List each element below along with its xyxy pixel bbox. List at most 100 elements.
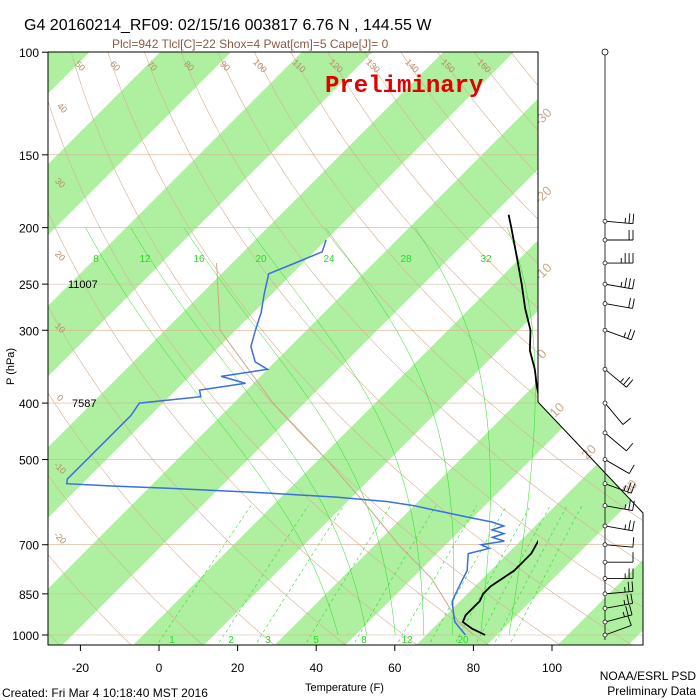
wind-barb-flag bbox=[627, 581, 630, 592]
mixing-ratio-line bbox=[474, 505, 551, 645]
wind-barb-point bbox=[602, 619, 608, 625]
wind-barb-flag bbox=[632, 520, 635, 531]
wind-barb-flag bbox=[628, 297, 631, 308]
x-tick-label: 80 bbox=[467, 661, 481, 675]
mixing-ratio-label-bottom: 1 bbox=[169, 635, 175, 646]
wind-barb-flag bbox=[626, 379, 634, 388]
wind-barb-point bbox=[602, 591, 608, 597]
wind-barb-flag bbox=[624, 504, 627, 510]
moist-adiabat-line bbox=[85, 227, 339, 636]
wind-barb-point bbox=[602, 260, 608, 266]
y-tick-label: 500 bbox=[19, 454, 39, 468]
wind-barb-flag bbox=[622, 611, 625, 617]
wind-barb-point bbox=[602, 632, 608, 638]
wind-barb-staff bbox=[604, 459, 630, 474]
dry-adiabat-line bbox=[583, 52, 643, 645]
y-axis-label: P (hPa) bbox=[5, 348, 17, 385]
dry-adiabat-line bbox=[70, 52, 565, 645]
dry-adiabat-label: 20 bbox=[53, 249, 67, 263]
x-axis-label: Temperature (F) bbox=[305, 682, 384, 694]
footer-preliminary: Preliminary Data bbox=[607, 684, 696, 698]
wind-barb-point bbox=[602, 559, 608, 565]
mixing-ratio-line bbox=[452, 505, 531, 645]
mixing-ratio-line bbox=[492, 505, 568, 645]
wind-barb-point bbox=[602, 237, 608, 243]
dry-adiabat-label: 40 bbox=[55, 101, 69, 115]
mixing-ratio-label-top: 16 bbox=[193, 254, 205, 265]
wind-barb-point bbox=[602, 218, 608, 224]
mixing-ratio-lines bbox=[155, 505, 583, 645]
wind-barb-staff bbox=[604, 483, 632, 494]
preliminary-watermark: Preliminary bbox=[325, 73, 483, 100]
wind-barb-flag bbox=[623, 332, 627, 338]
wind-barb-flag bbox=[628, 499, 631, 510]
wind-barb-point bbox=[602, 457, 608, 462]
wind-barb-flag bbox=[627, 615, 632, 626]
y-tick-label: 300 bbox=[19, 324, 39, 338]
isotherm-band bbox=[48, 52, 258, 645]
wind-barb-point bbox=[602, 301, 608, 306]
wind-barb-point bbox=[602, 430, 608, 436]
mixing-ratio-line bbox=[427, 505, 507, 645]
wind-top-circle bbox=[601, 48, 609, 56]
wind-barb-flag bbox=[624, 277, 628, 288]
plot-frame bbox=[47, 51, 644, 646]
moist-adiabat-line bbox=[130, 227, 367, 636]
height-annotation: 7587 bbox=[72, 398, 96, 410]
wind-barb-flag bbox=[630, 483, 636, 494]
wind-barb-staff bbox=[604, 283, 633, 290]
moist-adiabat-line bbox=[507, 227, 536, 636]
isotherm-band bbox=[48, 52, 541, 645]
dewpoint-profile bbox=[65, 239, 507, 636]
mixing-ratio-line bbox=[155, 505, 252, 645]
mixing-ratio-label-top: 12 bbox=[139, 254, 151, 265]
dry-adiabat-line bbox=[144, 52, 643, 645]
wind-barb-flag bbox=[623, 599, 626, 605]
wind-barb-point bbox=[602, 281, 608, 287]
footer-org: NOAA/ESRL PSD bbox=[600, 669, 697, 683]
wind-barb-flag bbox=[624, 524, 627, 530]
wind-barb-flag bbox=[632, 279, 635, 290]
mixing-ratio-label-bottom: 20 bbox=[457, 635, 469, 646]
wind-barb-flag bbox=[626, 594, 630, 605]
mixing-ratio-labels: 8 12 16 20 24 28 321 2 3 5 8 12 20 bbox=[93, 254, 492, 646]
dry-adiabat-line bbox=[48, 52, 278, 645]
wind-barb-point bbox=[602, 542, 608, 548]
wind-barb-point bbox=[602, 481, 608, 487]
mixing-ratio-label-bottom: 3 bbox=[265, 635, 271, 646]
wind-barb-flag bbox=[622, 417, 631, 425]
wind-barb-staff bbox=[604, 603, 633, 609]
wind-barb-flag bbox=[627, 328, 632, 339]
wind-barb-staff bbox=[604, 402, 624, 425]
dry-adiabat-line bbox=[327, 52, 643, 645]
wind-barb-flag bbox=[630, 330, 636, 340]
wind-barb-staff bbox=[604, 329, 632, 341]
wind-barb-flag bbox=[630, 593, 634, 604]
mixing-ratio-label-top: 8 bbox=[93, 254, 99, 265]
wind-barbs bbox=[601, 48, 636, 640]
temperature-profile bbox=[461, 214, 538, 636]
wind-barb-point bbox=[602, 605, 608, 611]
wind-barb-flag bbox=[623, 485, 627, 491]
isotherm-band bbox=[413, 52, 643, 645]
y-tick-label: 1000 bbox=[12, 629, 39, 643]
wind-barb-point bbox=[602, 576, 608, 581]
wind-barb-staff bbox=[604, 220, 633, 225]
x-tick-label: -20 bbox=[72, 661, 90, 675]
dry-adiabat-label: 0 bbox=[55, 393, 66, 404]
y-tick-label: 700 bbox=[19, 539, 39, 553]
parcel-line bbox=[216, 262, 474, 636]
chart-subtitle: Plcl=942 Tlcl[C]=22 Shox=4 Pwat[cm]=5 Ca… bbox=[112, 37, 389, 51]
isotherm-bands bbox=[48, 52, 643, 645]
wind-barb-staff bbox=[604, 505, 633, 512]
y-tick-label: 100 bbox=[19, 46, 39, 60]
mixing-ratio-label-top: 28 bbox=[400, 254, 412, 265]
mixing-ratio-label-top: 32 bbox=[480, 254, 492, 265]
wind-barb-point bbox=[602, 523, 608, 529]
wind-barb-staff bbox=[604, 625, 632, 636]
isotherm-label: 20 bbox=[578, 441, 599, 462]
mixing-ratio-label-bottom: 8 bbox=[361, 635, 367, 646]
x-tick-label: 100 bbox=[542, 661, 562, 675]
isotherm-label: 0 bbox=[534, 346, 550, 362]
